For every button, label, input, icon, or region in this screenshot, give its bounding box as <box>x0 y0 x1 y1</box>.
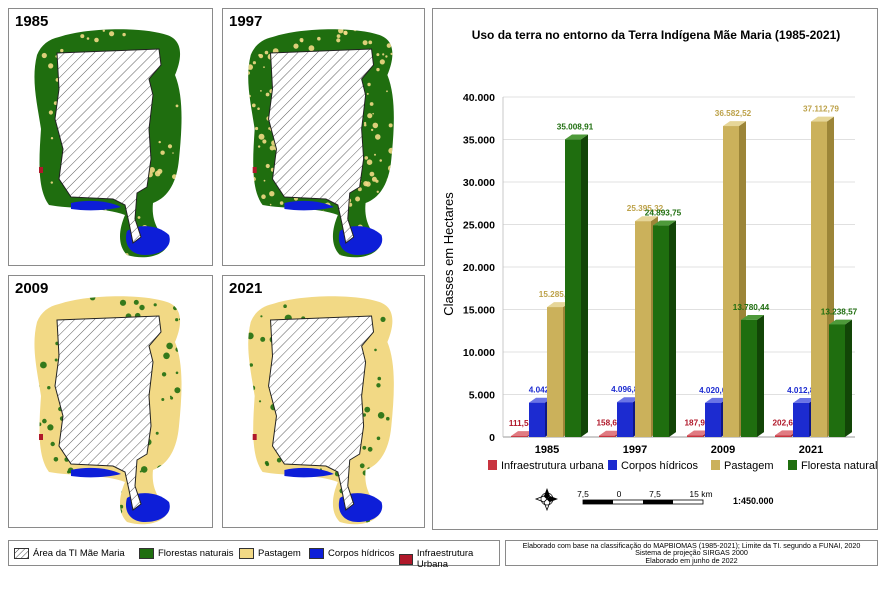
data-label: 35.008,91 <box>557 122 594 131</box>
data-label: 187,94 <box>684 418 709 427</box>
data-label: 25.395,32 <box>627 204 664 213</box>
credits-box: Elaborado com base na classificação do M… <box>505 540 878 566</box>
y-tick-label: 25.000 <box>463 220 495 232</box>
map-panel-2009: 2009 <box>8 275 213 528</box>
hatch-swatch-icon <box>14 548 29 559</box>
scale-ratio: 1:450.000 <box>733 496 774 506</box>
data-label: 15.285,86 <box>539 290 576 299</box>
legend-label: Área da TI Mãe Maria <box>33 548 125 559</box>
map-2021 <box>248 296 394 525</box>
legend-item-pasture: Pastagem <box>239 548 301 559</box>
pasture-swatch-icon <box>239 548 254 559</box>
map-legend: Área da TI Mãe Maria Florestas naturais … <box>8 540 500 570</box>
map-1985 <box>34 29 182 258</box>
map-2009 <box>34 296 182 525</box>
legend-entry: Corpos hídricos <box>608 460 699 472</box>
y-tick-label: 0 <box>489 432 495 444</box>
scale-tick: 15 km <box>689 489 712 499</box>
legend-label: Florestas naturais <box>158 548 234 559</box>
data-label: 13.780,44 <box>733 303 770 312</box>
credit-line: Elaborado em junho de 2022 <box>645 555 738 565</box>
data-label: 36.582,52 <box>715 109 752 118</box>
y-tick-label: 15.000 <box>463 305 495 317</box>
legend-label: Pastagem <box>258 548 301 559</box>
forest-swatch-icon <box>139 548 154 559</box>
credit-line: Sistema de projeção SIRGAS 2000 <box>635 548 748 558</box>
credit-line: Elaborado com base na classificação do M… <box>522 541 861 550</box>
chart-panel: Uso da terra no entorno da Terra Indígen… <box>432 8 878 530</box>
map-panel-1985: 1985 <box>8 8 213 266</box>
map-year-label: 1985 <box>15 13 49 30</box>
x-tick-label: 1985 <box>535 444 559 456</box>
data-label: 4.012,89 <box>787 386 819 395</box>
x-tick-label: 2009 <box>711 444 735 456</box>
data-label: 202,61 <box>772 418 797 427</box>
x-tick-label: 1997 <box>623 444 647 456</box>
x-tick-label: 2021 <box>799 444 823 456</box>
bar <box>829 319 852 437</box>
y-tick-label: 30.000 <box>463 177 495 189</box>
legend-label: Corpos hídricos <box>328 548 395 559</box>
bar <box>653 220 676 437</box>
data-label: 111,53 <box>509 419 534 428</box>
scale-tick: 7,5 <box>577 489 589 499</box>
urban-swatch-icon <box>399 553 413 565</box>
legend-swatch-icon <box>608 460 617 470</box>
data-label: 4.042 <box>529 386 550 395</box>
chart-title: Uso da terra no entorno da Terra Indígen… <box>472 28 841 42</box>
map-1997 <box>248 29 394 258</box>
data-label: 37.112,79 <box>803 105 839 114</box>
north-arrow-icon <box>534 488 558 512</box>
scale-tick: 0 <box>617 489 622 499</box>
data-label: 158,61 <box>596 419 621 428</box>
legend-item-urban: Infraestrutura Urbana <box>399 548 499 570</box>
bar-chart: Uso da terra no entorno da Terra Indígen… <box>441 28 877 512</box>
scale-bar: 7,5 0 7,5 15 km 1:450.000 <box>577 489 773 506</box>
legend-swatch-icon <box>488 460 497 470</box>
legend-item-ti-area: Área da TI Mãe Maria <box>14 548 125 559</box>
chart-legend: Infraestrutura urbana Corpos hídricos Past… <box>488 460 877 472</box>
legend-item-water: Corpos hídricos <box>309 548 395 559</box>
chart-bars: 111,53 4.042 15.285,86 35.008,91 158,61 4.096… <box>509 105 858 438</box>
legend-label: Pastagem <box>724 460 774 472</box>
y-tick-label: 5.000 <box>469 390 495 402</box>
map-year-label: 2021 <box>229 280 263 297</box>
legend-label: Infraestrutura urbana <box>501 460 605 472</box>
data-label: 4.020,09 <box>699 386 731 395</box>
map-panel-2021: 2021 <box>222 275 425 528</box>
legend-entry: Floresta natural <box>788 460 877 472</box>
bar <box>741 314 764 437</box>
y-axis-label: Classes em Hectares <box>441 192 456 316</box>
legend-swatch-icon <box>788 460 797 470</box>
map-year-label: 2009 <box>15 280 49 297</box>
legend-entry: Pastagem <box>711 460 774 472</box>
y-tick-label: 35.000 <box>463 135 495 147</box>
y-tick-label: 20.000 <box>463 262 495 274</box>
y-tick-label: 10.000 <box>463 347 495 359</box>
data-label: 13.238,57 <box>821 307 858 316</box>
y-tick-labels: 0 5.000 10.000 15.000 20.000 25.000 30.000 35.0… <box>463 92 495 444</box>
legend-swatch-icon <box>711 460 720 470</box>
legend-label: Infraestrutura Urbana <box>416 548 474 570</box>
bar <box>565 134 588 438</box>
legend-label: Corpos hídricos <box>621 460 699 472</box>
map-panel-1997: 1997 <box>222 8 425 266</box>
scale-tick: 7,5 <box>649 489 661 499</box>
y-tick-label: 40.000 <box>463 92 495 104</box>
legend-entry: Infraestrutura urbana <box>488 460 605 472</box>
bar <box>723 121 746 437</box>
x-tick-labels: 1985 1997 2009 2021 <box>535 444 823 456</box>
data-label: 24.893,75 <box>645 208 682 217</box>
map-year-label: 1997 <box>229 13 263 30</box>
legend-label: Floresta natural <box>801 460 877 472</box>
water-swatch-icon <box>309 548 324 559</box>
data-label: 4.096,85 <box>611 385 643 394</box>
legend-item-forest: Florestas naturais <box>139 548 234 559</box>
